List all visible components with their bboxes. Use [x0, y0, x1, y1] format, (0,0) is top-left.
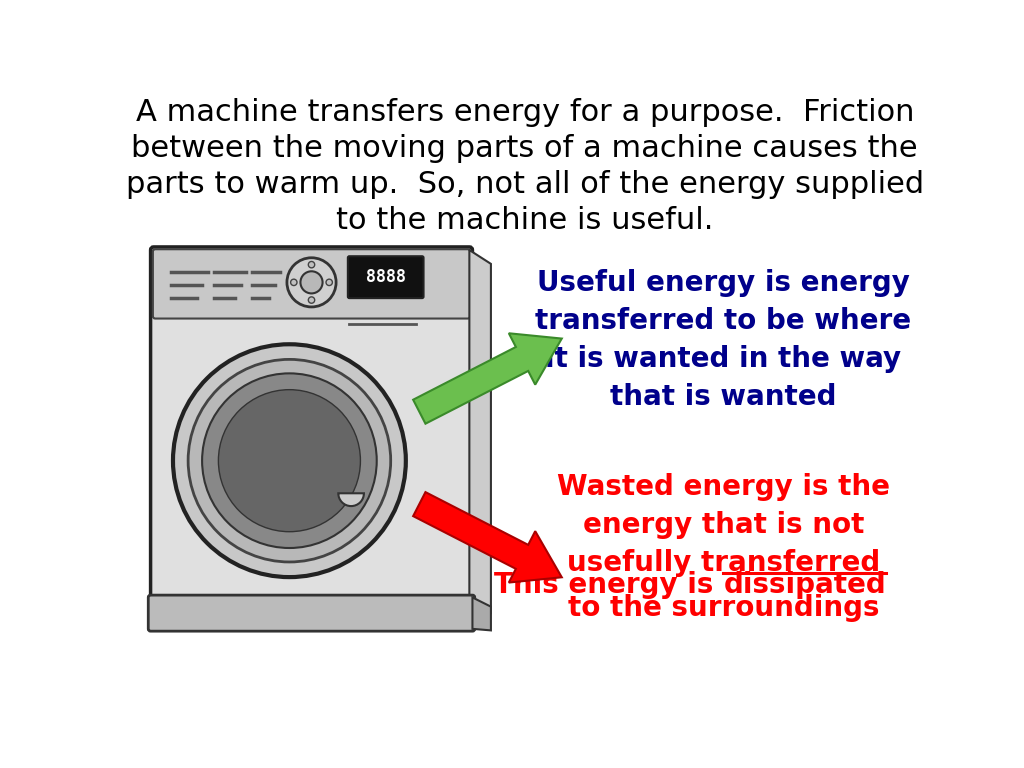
- FancyBboxPatch shape: [348, 257, 424, 298]
- FancyArrow shape: [413, 333, 562, 424]
- Circle shape: [308, 261, 314, 268]
- FancyArrow shape: [413, 492, 562, 583]
- Text: This energy is: This energy is: [495, 571, 724, 599]
- Circle shape: [188, 359, 391, 562]
- Circle shape: [300, 271, 323, 293]
- FancyBboxPatch shape: [153, 250, 470, 319]
- FancyBboxPatch shape: [148, 595, 475, 631]
- Polygon shape: [469, 250, 490, 620]
- Text: Useful energy is energy
transferred to be where
it is wanted in the way
that is : Useful energy is energy transferred to b…: [536, 270, 911, 411]
- FancyBboxPatch shape: [151, 247, 472, 623]
- Text: to the surroundings: to the surroundings: [567, 594, 880, 622]
- Text: Wasted energy is the
energy that is not
usefully transferred: Wasted energy is the energy that is not …: [557, 473, 890, 577]
- Wedge shape: [338, 493, 364, 506]
- Text: dissipated: dissipated: [724, 571, 886, 599]
- Circle shape: [218, 389, 360, 531]
- Polygon shape: [472, 598, 490, 631]
- Circle shape: [326, 279, 333, 286]
- Circle shape: [287, 258, 336, 307]
- Text: 8888: 8888: [366, 268, 406, 286]
- Circle shape: [202, 373, 377, 548]
- Circle shape: [291, 279, 297, 286]
- Circle shape: [308, 297, 314, 303]
- Text: A machine transfers energy for a purpose.  Friction
between the moving parts of : A machine transfers energy for a purpose…: [126, 98, 924, 235]
- Circle shape: [173, 344, 406, 577]
